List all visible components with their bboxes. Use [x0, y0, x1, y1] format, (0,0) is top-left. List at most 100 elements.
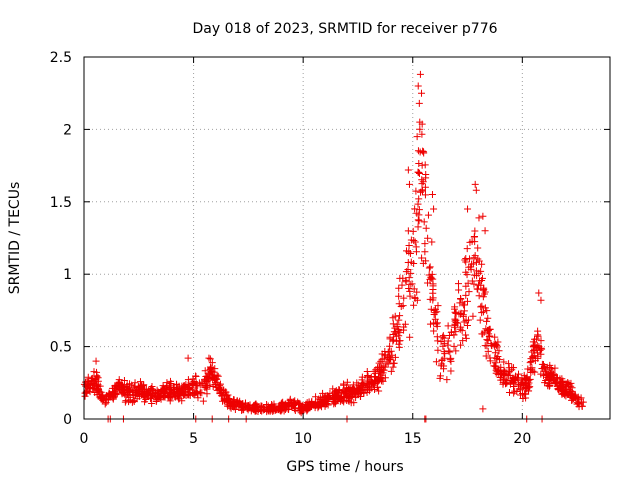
- data-point: [415, 99, 423, 107]
- data-point: [119, 384, 127, 392]
- data-point: [573, 400, 581, 408]
- data-point: [414, 216, 422, 224]
- data-point: [194, 381, 202, 389]
- data-point: [224, 396, 232, 404]
- data-point: [416, 70, 424, 78]
- data-point: [108, 384, 116, 392]
- data-point: [147, 384, 155, 392]
- data-point: [106, 393, 114, 401]
- data-point: [575, 395, 583, 403]
- data-point: [474, 244, 482, 252]
- data-point: [369, 381, 377, 389]
- data-point: [201, 367, 209, 375]
- data-point: [491, 349, 499, 357]
- data-point: [287, 399, 295, 407]
- data-point: [568, 387, 576, 395]
- data-point: [315, 395, 323, 403]
- data-point: [97, 395, 105, 403]
- data-point: [452, 316, 460, 324]
- data-point: [199, 397, 207, 405]
- data-point: [87, 375, 95, 383]
- data-point: [429, 296, 437, 304]
- data-points: [80, 70, 587, 423]
- data-point: [528, 364, 536, 372]
- data-point: [484, 347, 492, 355]
- data-point: [436, 372, 444, 380]
- data-point: [395, 292, 403, 300]
- data-point: [231, 406, 239, 414]
- data-point: [434, 337, 442, 345]
- y-tick-label: 0: [63, 412, 72, 428]
- data-point: [419, 147, 427, 155]
- data-point: [462, 268, 470, 276]
- data-point: [101, 400, 109, 408]
- data-point: [516, 385, 524, 393]
- data-point: [493, 368, 501, 376]
- data-point: [491, 354, 499, 362]
- data-point: [530, 341, 538, 349]
- data-point: [520, 371, 528, 379]
- data-point: [463, 245, 471, 253]
- data-point: [425, 264, 433, 272]
- data-point: [352, 394, 360, 402]
- y-tick-label: 1.5: [50, 195, 72, 211]
- data-point: [396, 312, 404, 320]
- data-point: [510, 379, 518, 387]
- data-point: [479, 212, 487, 220]
- data-point: [390, 359, 398, 367]
- data-point: [227, 404, 235, 412]
- data-point: [505, 360, 513, 368]
- data-point: [494, 353, 502, 361]
- data-point: [546, 361, 554, 369]
- data-point: [508, 366, 516, 374]
- data-point: [317, 394, 325, 402]
- data-point: [424, 279, 432, 287]
- data-point: [462, 282, 470, 290]
- data-point: [401, 320, 409, 328]
- data-point: [579, 398, 587, 406]
- data-point: [570, 394, 578, 402]
- data-point: [424, 211, 432, 219]
- chart-title: Day 018 of 2023, SRMTID for receiver p77…: [192, 21, 497, 37]
- data-point: [406, 249, 414, 257]
- data-point: [153, 393, 161, 401]
- data-point: [454, 280, 462, 288]
- data-point: [421, 191, 429, 199]
- data-point: [386, 353, 394, 361]
- x-tick-label: 15: [404, 431, 422, 447]
- data-point: [163, 379, 171, 387]
- data-point: [205, 371, 213, 379]
- data-point: [375, 368, 383, 376]
- data-point: [389, 337, 397, 345]
- data-point: [529, 338, 537, 346]
- data-point: [323, 395, 331, 403]
- data-point: [481, 227, 489, 235]
- x-tick-label: 20: [513, 431, 531, 447]
- data-point: [296, 399, 304, 407]
- data-point: [421, 248, 429, 256]
- data-point: [537, 344, 545, 352]
- data-point: [512, 372, 520, 380]
- data-point: [395, 340, 403, 348]
- data-point: [472, 186, 480, 194]
- data-point: [534, 332, 542, 340]
- data-point: [444, 341, 452, 349]
- data-point: [358, 387, 366, 395]
- data-point: [451, 320, 459, 328]
- data-point: [363, 389, 371, 397]
- data-point: [462, 258, 470, 266]
- data-point: [437, 362, 445, 370]
- data-point: [391, 324, 399, 332]
- data-point: [472, 258, 480, 266]
- data-point: [166, 397, 174, 405]
- data-point: [155, 389, 163, 397]
- data-point: [446, 348, 454, 356]
- data-point: [537, 350, 545, 358]
- data-point: [459, 312, 467, 320]
- data-point: [81, 392, 89, 400]
- data-point: [377, 357, 385, 365]
- data-point: [477, 267, 485, 275]
- data-point: [428, 238, 436, 246]
- data-point: [509, 377, 517, 385]
- data-point: [411, 238, 419, 246]
